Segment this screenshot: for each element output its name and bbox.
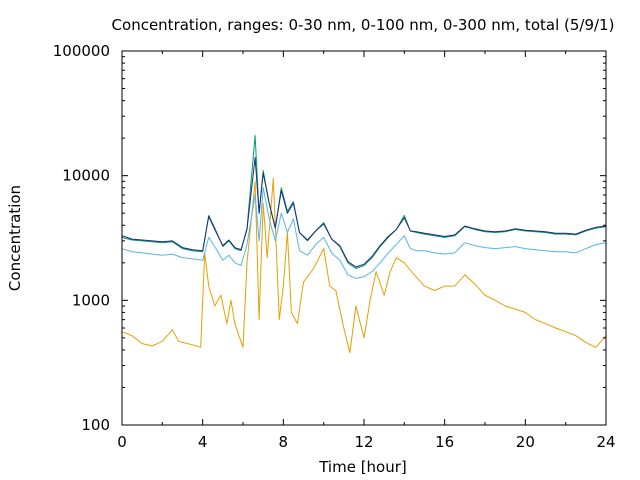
- y-axis: 100 1000 10000 100000: [53, 42, 606, 434]
- y-tick-label: 100000: [53, 42, 110, 60]
- series-line-0: [121, 177, 607, 354]
- x-axis: 0 4 8 12 16 20 24: [117, 51, 616, 451]
- y-tick-label: 1000: [72, 291, 110, 309]
- series-layer: [121, 135, 607, 354]
- x-tick-label: 16: [435, 433, 454, 451]
- series-line-3: [121, 156, 607, 268]
- series-line-1: [121, 187, 607, 279]
- chart-title: Concentration, ranges: 0-30 nm, 0-100 nm…: [112, 16, 615, 34]
- x-tick-label: 12: [354, 433, 373, 451]
- y-axis-label: Concentration: [6, 185, 24, 291]
- x-tick-label: 4: [198, 433, 208, 451]
- y-tick-label: 10000: [62, 167, 110, 185]
- y-tick-label: 100: [81, 416, 110, 434]
- x-axis-label: Time [hour]: [318, 458, 407, 476]
- x-tick-label: 8: [279, 433, 289, 451]
- x-tick-label: 24: [596, 433, 615, 451]
- series-line-2: [121, 135, 607, 269]
- x-tick-label: 0: [117, 433, 127, 451]
- plot-frame: [121, 50, 607, 426]
- x-tick-label: 20: [516, 433, 535, 451]
